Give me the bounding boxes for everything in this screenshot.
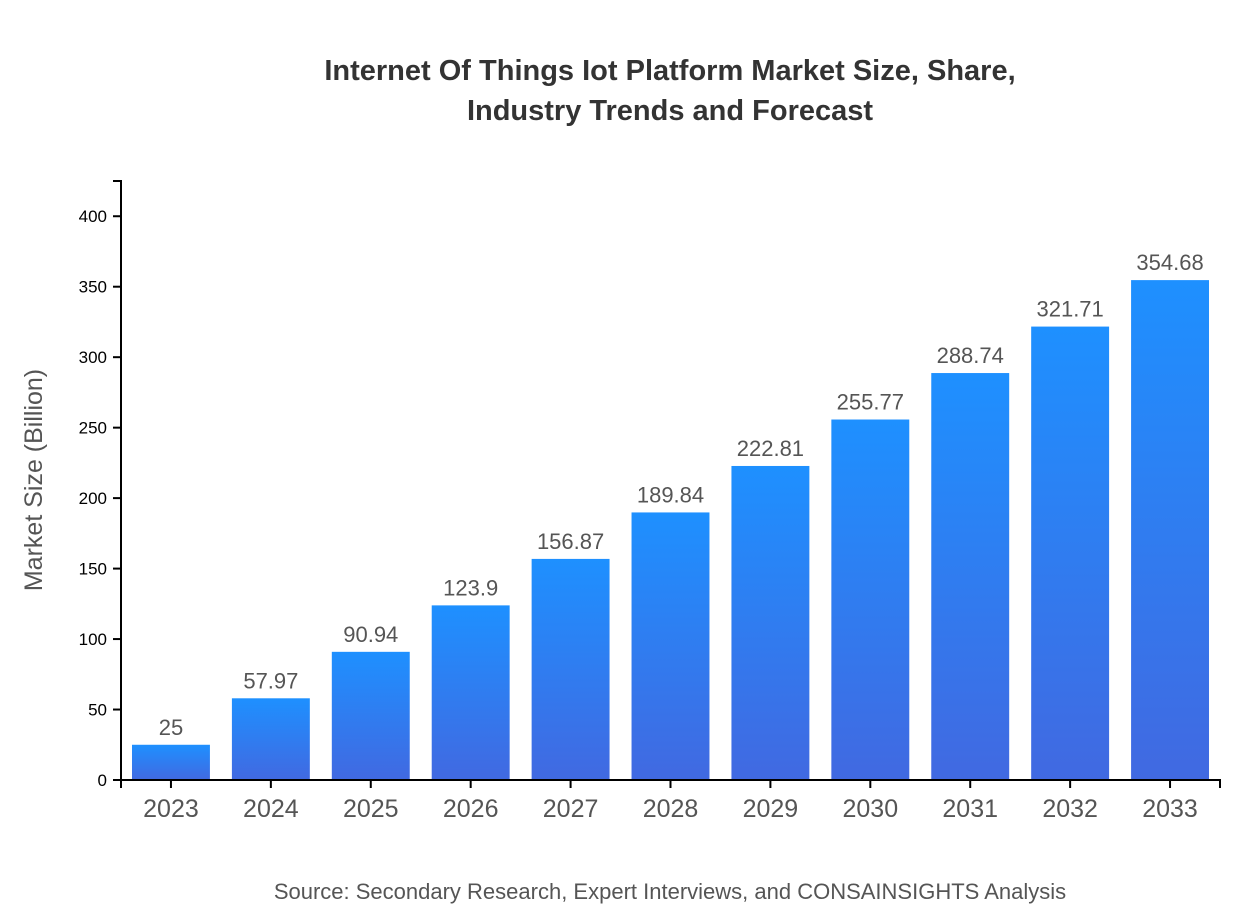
x-tick-label: 2025 [343, 795, 399, 823]
bar-2028 [631, 512, 710, 780]
data-label-2030: 255.77 [837, 390, 904, 415]
bar-2033 [1131, 280, 1210, 780]
bar-2025 [331, 651, 410, 780]
data-label-2027: 156.87 [537, 529, 604, 554]
data-label-2024: 57.97 [243, 668, 298, 693]
data-label-2031: 288.74 [937, 343, 1004, 368]
bars: 25 57.97 90.94 123.9 156.87 189.84 222.81 255.7… [131, 250, 1210, 780]
source-note: Source: Secondary Research, Expert Inter… [274, 879, 1066, 904]
data-label-2033: 354.68 [1136, 250, 1203, 275]
y-axis-line [113, 180, 122, 780]
bar-2029 [731, 465, 810, 780]
bar-2023 [131, 744, 210, 780]
y-tick-label: 0 [98, 771, 107, 790]
y-tick-label: 150 [79, 560, 107, 579]
bar-2024 [231, 698, 310, 780]
bar-2030 [831, 419, 910, 780]
data-label-2028: 189.84 [637, 482, 704, 507]
data-label-2026: 123.9 [443, 575, 498, 600]
x-tick-label: 2030 [843, 795, 899, 823]
data-label-2025: 90.94 [343, 622, 398, 647]
data-label-2023: 25 [159, 715, 183, 740]
y-tick-label: 300 [79, 348, 107, 367]
y-tick-label: 250 [79, 419, 107, 438]
axes: 2023 2024 2025 2026 2027 2028 2029 2030 2031 2032… [79, 180, 1221, 823]
y-tick-label: 400 [79, 207, 107, 226]
bar-2032 [1031, 326, 1110, 780]
x-tick-label: 2023 [143, 795, 199, 823]
data-label-2029: 222.81 [737, 436, 804, 461]
y-axis-label: Market Size (Billion) [20, 369, 48, 591]
y-tick-label: 50 [88, 701, 107, 720]
x-tick-label: 2032 [1042, 795, 1098, 823]
x-tick-label: 2024 [243, 795, 299, 823]
chart-title-line-2: Industry Trends and Forecast [467, 95, 873, 127]
x-tick-label: 2033 [1142, 795, 1198, 823]
x-tick-label: 2027 [543, 795, 599, 823]
y-tick-label: 100 [79, 630, 107, 649]
chart-title-line-1: Internet Of Things Iot Platform Market S… [324, 55, 1015, 87]
x-axis-line [120, 779, 1221, 788]
x-tick-label: 2028 [643, 795, 699, 823]
bar-2031 [931, 373, 1010, 780]
x-tick-label: 2026 [443, 795, 499, 823]
x-tick-label: 2031 [942, 795, 998, 823]
y-tick-label: 350 [79, 278, 107, 297]
bar-2027 [531, 558, 610, 780]
y-tick-label: 200 [79, 489, 107, 508]
x-tick-label: 2029 [743, 795, 799, 823]
bar-2026 [431, 605, 510, 780]
data-label-2032: 321.71 [1036, 297, 1103, 322]
